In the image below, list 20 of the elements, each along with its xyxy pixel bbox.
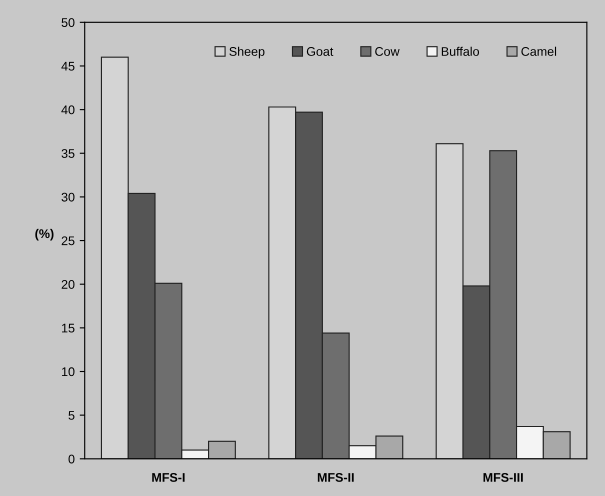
y-tick-label: 10 [62, 367, 74, 376]
y-tick-label: 20 [62, 280, 74, 289]
legend-label: Camel [521, 46, 556, 56]
y-axis-title: (%) [35, 228, 54, 241]
y-tick-label: 15 [62, 324, 74, 333]
y-tick-label: 25 [62, 236, 74, 246]
x-tick-label: MFS-III [484, 473, 523, 482]
y-tick-label: 40 [61, 105, 74, 114]
legend-label: Cow [375, 47, 400, 56]
legend-label: Sheep [229, 46, 264, 58]
x-tick-label: MFS-II [318, 473, 354, 482]
y-tick-label: 30 [62, 192, 74, 202]
y-tick-label: 45 [61, 62, 74, 71]
legend-label: Goat [306, 47, 334, 56]
legend-label: Buffalo [442, 46, 480, 56]
y-tick-label: 35 [62, 149, 74, 158]
y-tick-label: 50 [62, 18, 74, 27]
y-tick-label: 5 [68, 411, 74, 420]
x-tick-label: MFS-I [152, 473, 185, 482]
y-tick-label: 0 [68, 454, 74, 464]
